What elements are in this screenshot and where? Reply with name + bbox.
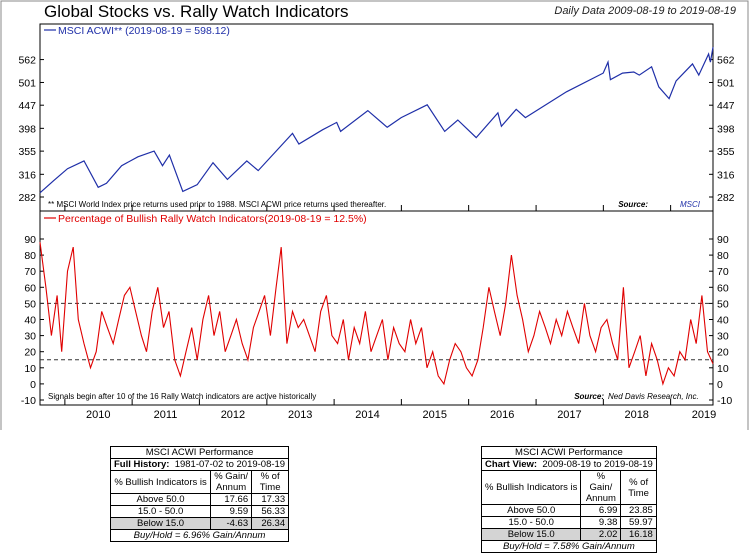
rally-ytick-label: 70 <box>24 266 36 278</box>
rally-ytick-label: 0 <box>717 379 723 391</box>
rally-ytick-label: 60 <box>24 282 36 294</box>
chart-canvas: 282 282 316 316 355 355 398 398 447 447 501 501 562 5… <box>0 0 749 430</box>
price-ytick-label: 501 <box>18 77 36 89</box>
performance-table-full-history: MSCI ACWI Performance Full History: 1981… <box>109 446 290 542</box>
table-range-label: Full History: <box>114 459 170 470</box>
year-label: 2014 <box>355 409 379 421</box>
price-ytick-label: 501 <box>717 77 735 89</box>
rally-ytick-label: 80 <box>717 250 729 262</box>
rally-ytick-label: 60 <box>717 282 729 294</box>
price-ytick-label: 562 <box>717 55 735 67</box>
rally-ytick-label: 50 <box>24 298 36 310</box>
rally-ytick-label: 20 <box>717 347 729 359</box>
price-footnote: ** MSCI World Index price returns used p… <box>48 200 386 209</box>
rally-ytick-label: 40 <box>717 315 729 327</box>
price-ytick-label: 316 <box>717 169 735 181</box>
table-header-time: % of Time <box>620 470 657 505</box>
price-ytick-label: 447 <box>717 100 735 112</box>
rally-ytick-label: 50 <box>717 298 729 310</box>
chart-title: Global Stocks vs. Rally Watch Indicators <box>44 2 349 21</box>
price-ytick-label: 316 <box>18 169 36 181</box>
price-ytick-label: 398 <box>18 123 36 135</box>
price-ytick-label: 282 <box>18 192 36 204</box>
rally-ytick-label: -10 <box>21 395 36 407</box>
table-header-time: % of Time <box>251 470 290 494</box>
price-ytick-label: 562 <box>18 55 36 67</box>
table-row: Above 50.0 6.99 23.85 <box>480 504 657 517</box>
price-source-label: Source: <box>618 200 648 209</box>
table-range-label: Chart View: <box>485 459 538 470</box>
rally-ytick-label: 10 <box>717 363 729 375</box>
rally-footnote: Signals begin after 10 of the 16 Rally W… <box>48 392 316 401</box>
table-header-gain: % Gain/ Annum <box>580 470 622 505</box>
year-label: 2016 <box>490 409 514 421</box>
table-row: Below 15.0 2.02 16.18 <box>480 528 657 541</box>
rally-ytick-label: 70 <box>717 266 729 278</box>
rally-ytick-label: 80 <box>24 250 36 262</box>
chart-subtitle: Daily Data 2009-08-19 to 2019-08-19 <box>554 5 736 17</box>
table-range-value: 2009-08-19 to 2019-08-19 <box>542 459 653 470</box>
table-row: Above 50.0 17.66 17.33 <box>109 493 290 506</box>
table-footer: Buy/Hold = 6.96% Gain/Annum <box>109 529 290 542</box>
table-header-gain: % Gain/ Annum <box>210 470 253 494</box>
table-header-indicator: % Bullish Indicators is <box>109 470 212 494</box>
year-label: 2017 <box>557 409 581 421</box>
price-ytick-label: 447 <box>18 100 36 112</box>
year-label: 2012 <box>221 409 245 421</box>
rally-ytick-label: 0 <box>30 379 36 391</box>
price-source-name: MSCI <box>680 200 701 209</box>
rally-watch-line <box>39 242 714 386</box>
rally-source-label: Source: <box>574 392 604 401</box>
table-header-indicator: % Bullish Indicators is <box>480 470 582 505</box>
year-label: 2010 <box>86 409 110 421</box>
year-label: 2015 <box>422 409 446 421</box>
price-ytick-label: 398 <box>717 123 735 135</box>
price-ytick-label: 282 <box>717 192 735 204</box>
table-row: 15.0 - 50.0 9.59 56.33 <box>109 505 290 518</box>
table-caption: MSCI ACWI Performance <box>481 446 657 459</box>
year-label: 2011 <box>154 409 178 421</box>
rally-ytick-label: 90 <box>717 234 729 246</box>
rally-ytick-label: 30 <box>717 331 729 343</box>
table-range-value: 1981-07-02 to 2019-08-19 <box>174 459 286 470</box>
rally-ytick-label: 30 <box>24 331 36 343</box>
table-row: 15.0 - 50.0 9.38 59.97 <box>480 516 657 529</box>
msci-acwi-line <box>39 47 714 194</box>
year-label: 2018 <box>624 409 648 421</box>
rally-ytick-label: 90 <box>24 234 36 246</box>
rally-source-name: Ned Davis Research, Inc. <box>608 392 699 401</box>
rally-panel-frame <box>39 210 714 406</box>
rally-ytick-label: 10 <box>24 363 36 375</box>
price-ytick-label: 355 <box>18 146 36 158</box>
rally-ytick-label: 20 <box>24 347 36 359</box>
rally-ytick-label: 40 <box>24 315 36 327</box>
performance-table-chart-view: MSCI ACWI Performance Chart View: 2009-0… <box>480 446 657 553</box>
rally-legend: Percentage of Bullish Rally Watch Indica… <box>58 213 367 225</box>
table-caption: MSCI ACWI Performance <box>109 446 290 459</box>
table-row: Below 15.0 -4.63 26.34 <box>109 517 290 530</box>
price-ytick-label: 355 <box>717 146 735 158</box>
rally-ytick-label: -10 <box>717 395 732 407</box>
table-footer: Buy/Hold = 7.58% Gain/Annum <box>481 540 657 553</box>
price-legend: MSCI ACWI** (2019-08-19 = 598.12) <box>58 25 230 37</box>
year-label: 2019 <box>692 409 716 421</box>
year-label: 2013 <box>288 409 312 421</box>
chart-border <box>0 0 749 430</box>
